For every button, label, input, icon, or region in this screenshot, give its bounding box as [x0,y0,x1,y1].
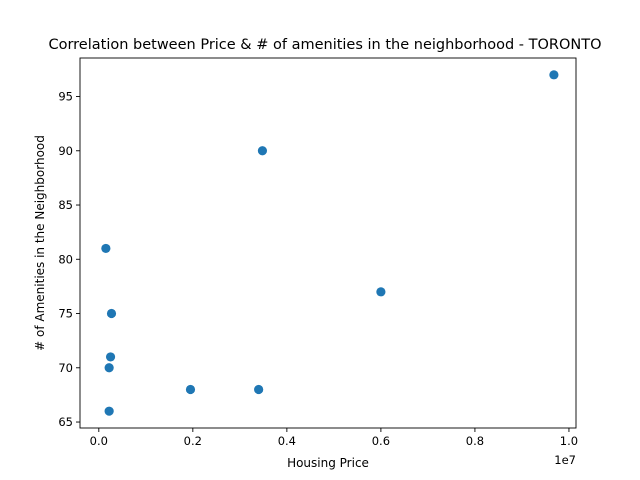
x-tick-label: 1.0 [560,434,578,448]
scatter-point [101,243,111,254]
y-tick-label: 65 [58,415,73,429]
x-tick-label: 0.6 [372,434,390,448]
y-tick-label: 80 [58,252,73,266]
scatter-point [104,363,114,373]
x-tick-label: 0.8 [466,434,484,448]
y-axis-label: # of Amenities in the Neighborhood [33,135,47,351]
scatter-point [185,384,196,395]
x-axis-ticks: 0.0 0.2 0.4 0.6 0.8 1.0 [90,428,578,448]
scatter-point [254,384,264,395]
x-axis-offset-label: 1e7 [554,453,576,467]
y-tick-label: 85 [58,198,73,212]
y-tick-label: 90 [58,144,73,158]
data-points [101,70,559,416]
y-tick-label: 70 [58,361,73,375]
plot-area: 0.0 0.2 0.4 0.6 0.8 1.0 65 70 75 80 85 90 95 [58,57,578,448]
x-axis-label: Housing Price [287,456,369,470]
scatter-point [104,406,114,416]
x-tick-label: 0.0 [90,434,108,448]
scatter-point [549,70,559,80]
scatter-point [257,146,268,156]
x-tick-label: 0.4 [278,434,296,448]
y-tick-label: 75 [58,307,73,321]
scatter-point [376,287,386,297]
plot-frame [79,57,577,429]
y-tick-label: 95 [58,90,73,104]
y-axis-ticks: 65 70 75 80 85 90 95 [58,90,80,429]
chart-title: Correlation between Price & # of ameniti… [48,37,601,53]
scatter-point [105,352,116,362]
x-tick-label: 0.2 [184,434,202,448]
scatter-point [106,308,117,319]
